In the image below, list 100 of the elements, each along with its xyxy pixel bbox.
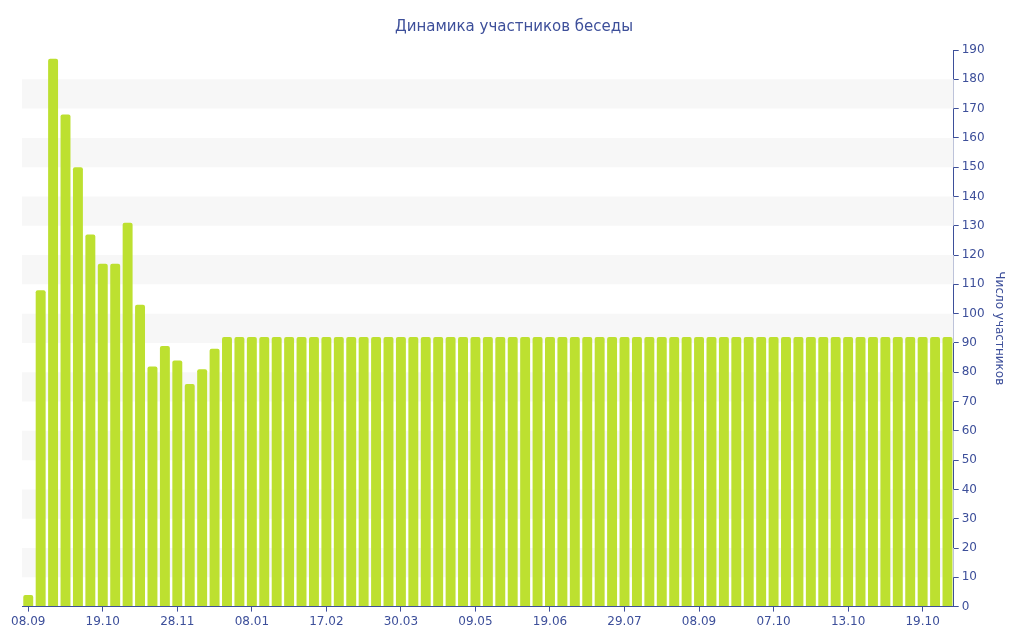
- y2-tick-label: 0: [961, 598, 970, 613]
- x-tick-label: 28.11: [160, 613, 195, 628]
- bar: [855, 337, 866, 607]
- y2-tick-label: 190: [961, 42, 985, 57]
- x-tick-label: 30.03: [383, 613, 419, 628]
- bar: [495, 337, 506, 607]
- bar: [234, 337, 245, 607]
- y2-tick-label: 90: [961, 335, 977, 350]
- y2-axis-title: Число участников: [992, 271, 1007, 386]
- bar: [731, 337, 742, 607]
- bar: [917, 337, 928, 607]
- bar: [60, 114, 71, 607]
- y2-tick-label: 20: [961, 540, 977, 555]
- y2-tick-label: 60: [961, 422, 977, 437]
- bar: [395, 337, 406, 607]
- y2-tick-label: 150: [961, 159, 985, 174]
- y2-tick-label: 100: [961, 305, 985, 320]
- y2-tick-label: 120: [961, 247, 985, 262]
- bar: [644, 337, 655, 607]
- bar: [768, 337, 779, 607]
- x-tick-label: 17.02: [309, 613, 344, 628]
- bar: [942, 337, 953, 607]
- bar: [781, 337, 791, 607]
- bar: [172, 360, 183, 607]
- bar: [867, 337, 878, 607]
- x-tick-label: 08.09: [11, 613, 46, 628]
- y2-tick-label: 130: [961, 217, 985, 232]
- bar: [48, 58, 59, 607]
- bar: [321, 337, 332, 607]
- bar: [358, 337, 369, 607]
- bar: [706, 337, 717, 607]
- bar: [408, 337, 419, 607]
- bar: [482, 337, 493, 607]
- bar: [507, 337, 518, 607]
- bar: [669, 337, 680, 607]
- bar: [607, 337, 618, 607]
- bar: [793, 337, 804, 607]
- bar: [905, 337, 916, 607]
- bar: [743, 337, 754, 607]
- bar: [271, 337, 282, 607]
- bar: [458, 337, 468, 607]
- bar: [520, 337, 531, 607]
- x-tick-label: 08.01: [234, 613, 270, 628]
- bar: [656, 337, 667, 607]
- chart-title: Динамика участников беседы: [394, 16, 634, 35]
- bar: [222, 337, 232, 607]
- bar: [843, 337, 854, 607]
- bar: [805, 337, 816, 607]
- bar: [346, 337, 357, 607]
- x-tick-label: 09.05: [458, 613, 493, 628]
- bar: [308, 337, 319, 607]
- bar: [830, 337, 841, 607]
- bar: [122, 222, 133, 607]
- bar: [930, 337, 941, 607]
- bar: [35, 290, 46, 607]
- bar: [85, 234, 96, 607]
- bar: [97, 263, 108, 607]
- bar: [296, 337, 307, 607]
- y2-tick-label: 10: [961, 569, 977, 584]
- x-tick-label: 29.07: [607, 613, 642, 628]
- bar: [110, 263, 121, 607]
- bar: [694, 337, 705, 607]
- bar: [718, 337, 729, 607]
- bar: [445, 337, 456, 607]
- bar: [557, 337, 568, 607]
- bar: [72, 167, 83, 607]
- bar: [892, 337, 903, 607]
- bar: [582, 337, 593, 607]
- bar: [470, 337, 481, 607]
- bar: [880, 337, 891, 607]
- bar: [545, 337, 555, 607]
- bar: [420, 337, 431, 607]
- bar: [284, 337, 295, 607]
- y2-tick-label: 50: [961, 452, 977, 467]
- bar: [532, 337, 543, 607]
- bar: [371, 337, 382, 607]
- x-tick-label: 19.10: [905, 613, 940, 628]
- y2-tick-label: 160: [961, 130, 985, 145]
- y2-tick-label: 180: [961, 71, 985, 86]
- y2-tick-label: 80: [961, 364, 977, 379]
- bar: [594, 337, 605, 607]
- bar: [756, 337, 767, 607]
- bar: [246, 337, 257, 607]
- y2-tick-label: 30: [961, 510, 977, 525]
- x-tick-label: 19.06: [532, 613, 568, 628]
- bar: [209, 348, 220, 607]
- bar: [383, 337, 394, 607]
- bar: [135, 304, 146, 607]
- bar: [433, 337, 444, 607]
- x-tick-label: 19.10: [85, 613, 120, 628]
- bar: [569, 337, 580, 607]
- bar: [159, 345, 170, 607]
- y2-tick-label: 140: [961, 188, 985, 203]
- bar: [631, 337, 642, 607]
- bar: [184, 383, 195, 607]
- bar: [197, 369, 208, 607]
- bar: [619, 337, 630, 607]
- y2-tick-label: 40: [961, 481, 977, 496]
- bar: [818, 337, 829, 607]
- x-tick-label: 08.09: [681, 613, 717, 628]
